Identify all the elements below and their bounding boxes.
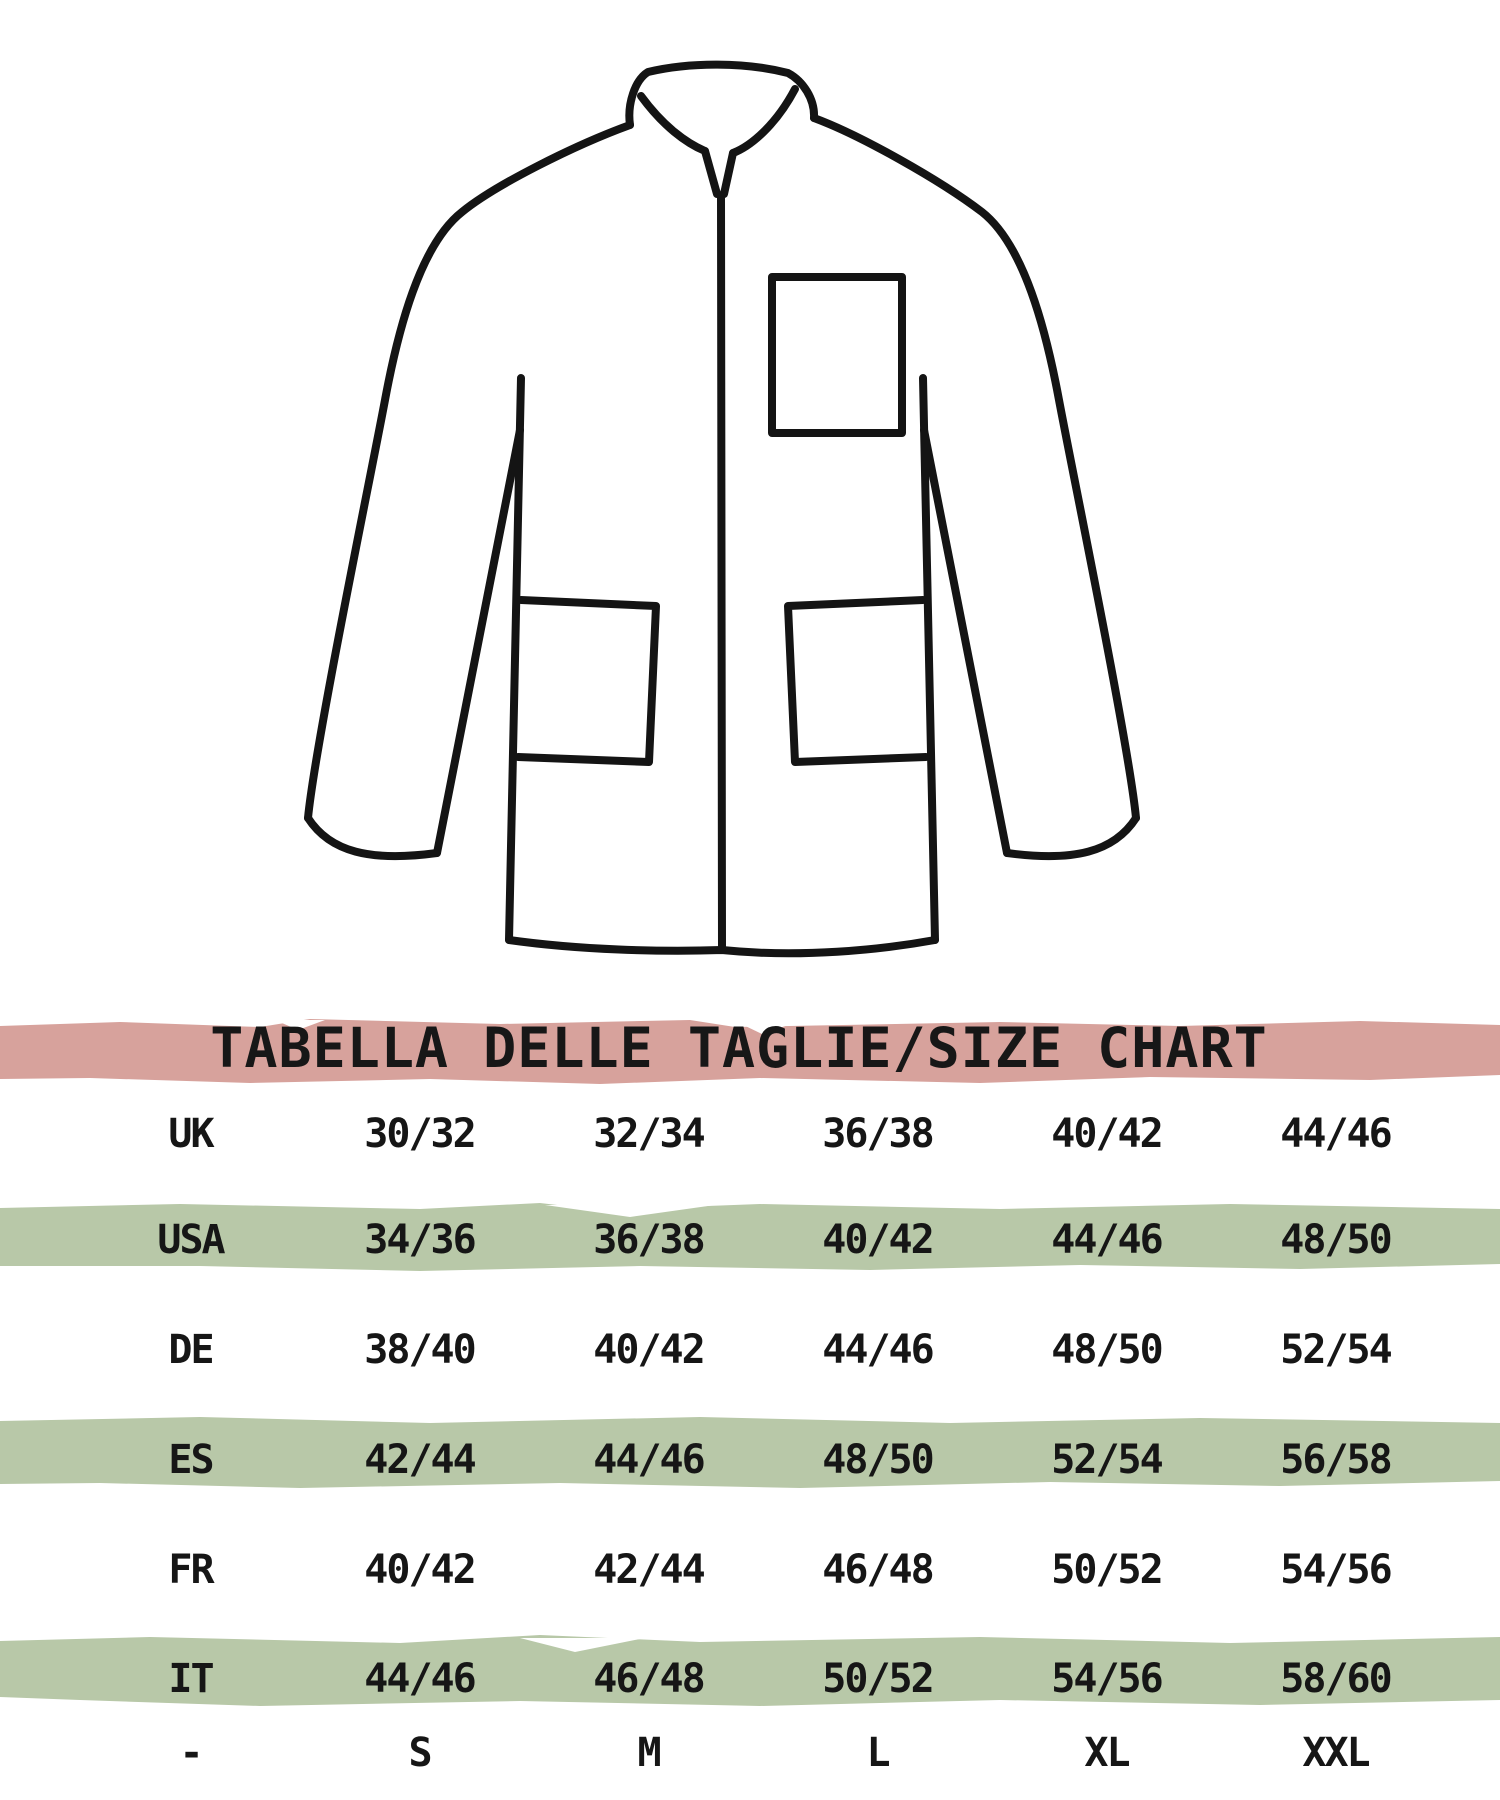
size-cell: 40/42 bbox=[593, 1327, 705, 1373]
size-cell: 34/36 bbox=[364, 1217, 476, 1263]
size-cell: S bbox=[408, 1730, 432, 1776]
size-cell: 44/46 bbox=[1051, 1217, 1163, 1263]
row-highlight-band-es bbox=[0, 1417, 1500, 1488]
row-label: - bbox=[179, 1730, 203, 1776]
jacket-center-line bbox=[717, 192, 726, 952]
row-label: ES bbox=[168, 1437, 214, 1483]
size-cell: 46/48 bbox=[593, 1656, 705, 1702]
size-cell: 44/46 bbox=[1280, 1111, 1392, 1157]
jacket-chest-pocket bbox=[768, 273, 906, 437]
table-row-uk: UK 30/32 32/34 36/38 40/42 44/46 bbox=[76, 1104, 1450, 1164]
size-cell: 52/54 bbox=[1051, 1437, 1163, 1483]
size-cell: 48/50 bbox=[1051, 1327, 1163, 1373]
size-cell: 48/50 bbox=[1280, 1217, 1392, 1263]
size-cell: 58/60 bbox=[1280, 1656, 1392, 1702]
size-cell: 40/42 bbox=[822, 1217, 934, 1263]
size-cell: 44/46 bbox=[364, 1656, 476, 1702]
table-row-de: DE 38/40 40/42 44/46 48/50 52/54 bbox=[76, 1320, 1450, 1380]
table-row-usa: USA 34/36 36/38 40/42 44/46 48/50 bbox=[76, 1210, 1450, 1270]
size-cell: 42/44 bbox=[593, 1547, 705, 1593]
size-cell: 30/32 bbox=[364, 1111, 476, 1157]
size-cell: XL bbox=[1084, 1730, 1130, 1776]
size-cell: XXL bbox=[1302, 1730, 1370, 1776]
size-cell: 48/50 bbox=[822, 1437, 934, 1483]
jacket-collar bbox=[625, 60, 819, 129]
row-highlight-band-it bbox=[0, 1635, 1500, 1706]
brush-nick bbox=[520, 1638, 645, 1652]
jacket-left-hip-pocket bbox=[514, 596, 660, 766]
row-label: UK bbox=[168, 1111, 214, 1157]
size-cell: 36/38 bbox=[593, 1217, 705, 1263]
size-cell: 44/46 bbox=[593, 1437, 705, 1483]
size-cell: 42/44 bbox=[364, 1437, 476, 1483]
size-cell: 52/54 bbox=[1280, 1327, 1392, 1373]
size-cell: 38/40 bbox=[364, 1327, 476, 1373]
size-cell: L bbox=[866, 1730, 890, 1776]
size-cell: 54/56 bbox=[1051, 1656, 1163, 1702]
table-row-it: IT 44/46 46/48 50/52 54/56 58/60 bbox=[76, 1649, 1450, 1709]
brush-nick bbox=[735, 1021, 800, 1034]
size-cell: M bbox=[637, 1730, 661, 1776]
row-label: FR bbox=[168, 1547, 214, 1593]
title-band bbox=[0, 1019, 1500, 1084]
table-row-es: ES 42/44 44/46 48/50 52/54 56/58 bbox=[76, 1430, 1450, 1490]
jacket-illustration bbox=[304, 60, 1140, 958]
row-label: DE bbox=[168, 1327, 214, 1373]
size-cell: 32/34 bbox=[593, 1111, 705, 1157]
jacket-right-hip-pocket bbox=[784, 596, 930, 766]
page-title: TABELLA DELLE TAGLIE/SIZE CHART bbox=[210, 1016, 1268, 1080]
size-cell: 44/46 bbox=[822, 1327, 934, 1373]
row-label: IT bbox=[168, 1656, 214, 1702]
size-cell: 40/42 bbox=[364, 1547, 476, 1593]
jacket-hem bbox=[505, 936, 939, 958]
size-cell: 40/42 bbox=[1051, 1111, 1163, 1157]
size-cell: 54/56 bbox=[1280, 1547, 1392, 1593]
brush-nick bbox=[275, 1020, 325, 1030]
brush-nick bbox=[545, 1205, 715, 1217]
row-label: USA bbox=[157, 1217, 225, 1263]
table-row-sizes: - S M L XL XXL bbox=[76, 1723, 1450, 1783]
size-cell: 46/48 bbox=[822, 1547, 934, 1593]
size-cell: 56/58 bbox=[1280, 1437, 1392, 1483]
row-highlight-band-usa bbox=[0, 1203, 1500, 1271]
size-cell: 50/52 bbox=[1051, 1547, 1163, 1593]
table-row-fr: FR 40/42 42/44 46/48 50/52 54/56 bbox=[76, 1540, 1450, 1600]
size-cell: 36/38 bbox=[822, 1111, 934, 1157]
size-cell: 50/52 bbox=[822, 1656, 934, 1702]
